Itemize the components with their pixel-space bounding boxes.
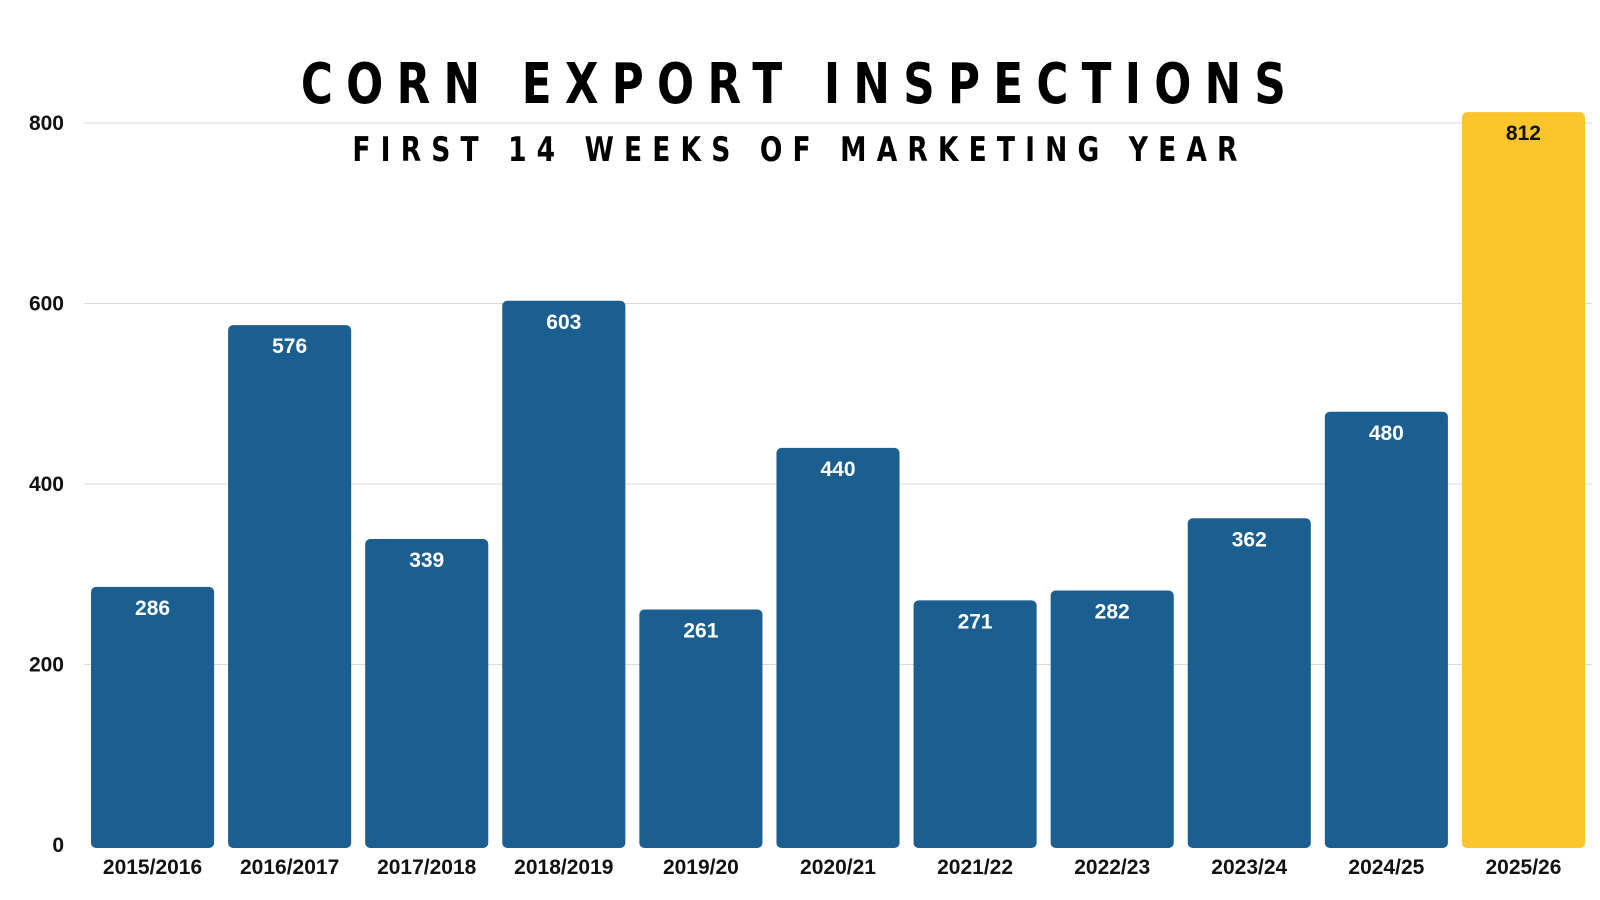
bar [502,300,626,849]
bar [365,539,489,848]
data-label: 271 [958,610,993,633]
x-tick-label: 2020/21 [800,856,876,879]
x-tick-label: 2023/24 [1211,856,1287,879]
bar [1187,518,1311,848]
bar [776,447,900,848]
x-tick-label: 2019/20 [663,856,739,879]
data-label: 282 [1095,600,1130,623]
data-label: 339 [409,549,444,572]
y-tick-label: 0 [52,834,64,857]
data-label: 362 [1232,528,1267,551]
data-label: 440 [820,458,855,481]
data-label: 480 [1369,422,1404,445]
bar [913,600,1037,848]
data-labels: 286 576 339 603 261 440 271 282 362 480 812 [135,122,1541,642]
x-tick-label: 2025/26 [1485,856,1561,879]
chart-title: CORN EXPORT INSPECTIONS [300,52,1300,117]
bar [1324,411,1448,848]
data-label: 261 [683,619,718,642]
x-tick-label: 2018/2019 [514,856,613,879]
y-axis-ticks: 0 200 400 600 800 [29,112,64,857]
y-tick-label: 600 [29,293,64,316]
x-tick-label: 2021/22 [937,856,1013,879]
bar [91,586,215,848]
data-label: 603 [546,311,581,334]
data-label: 812 [1506,122,1541,145]
bars [91,112,1585,849]
data-label: 576 [272,335,307,358]
chart-subtitle: FIRST 14 WEEKS OF MARKETING YEAR [352,130,1248,170]
bar [639,609,763,848]
x-tick-label: 2015/2016 [103,856,202,879]
bar [1461,112,1585,849]
bar [1050,590,1174,848]
x-tick-label: 2024/25 [1348,856,1424,879]
x-tick-label: 2017/2018 [377,856,477,879]
x-axis-ticks: 2015/2016 2016/2017 2017/2018 2018/2019 2019… [103,856,1562,879]
y-tick-label: 800 [29,112,64,135]
y-tick-label: 200 [29,654,64,677]
bar [228,325,352,848]
y-tick-label: 400 [29,473,64,496]
x-tick-label: 2016/2017 [240,856,339,879]
data-label: 286 [135,597,170,620]
x-tick-label: 2022/23 [1074,856,1150,879]
